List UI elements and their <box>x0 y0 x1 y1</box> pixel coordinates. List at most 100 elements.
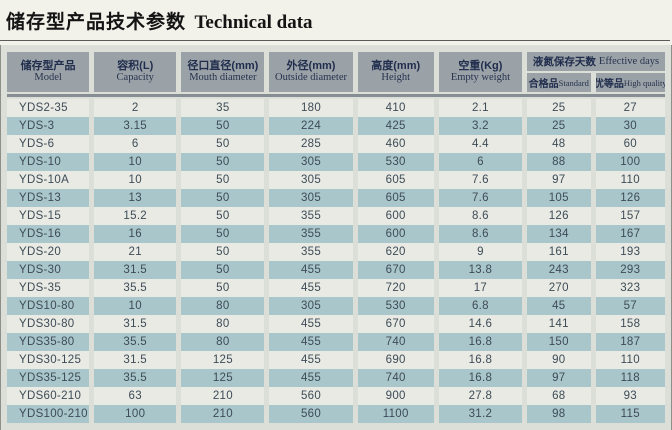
value-cell: 13 <box>94 189 177 207</box>
header-model-en: Model <box>34 72 62 84</box>
value-cell: 323 <box>595 279 665 297</box>
table-body: YDS2-35 2 35 180 410 2.1 25 27 YDS-3 3.15 50 224 425… <box>7 99 665 423</box>
value-cell: 134 <box>526 225 591 243</box>
table-panel: 储存型产品 Model 容积(L) Capacity 径口直径(mm) Mout… <box>0 45 672 430</box>
value-cell: 1100 <box>357 405 434 423</box>
value-cell: 31.2 <box>438 405 522 423</box>
value-cell: 305 <box>269 153 353 171</box>
header-outside-diameter-en: Outside diameter <box>274 72 348 84</box>
model-cell: YDS-3 <box>7 117 90 135</box>
value-cell: 455 <box>269 351 353 369</box>
value-cell: 97 <box>526 171 591 189</box>
model-cell: YDS-6 <box>7 135 90 153</box>
value-cell: 150 <box>526 333 591 351</box>
value-cell: 10 <box>94 153 177 171</box>
value-cell: 560 <box>269 405 353 423</box>
value-cell: 224 <box>269 117 353 135</box>
value-cell: 45 <box>526 297 591 315</box>
model-cell: YDS35-80 <box>7 333 90 351</box>
value-cell: 6.8 <box>438 297 522 315</box>
model-cell: YDS60-210 <box>7 387 90 405</box>
value-cell: 605 <box>357 189 434 207</box>
table-header: 储存型产品 Model 容积(L) Capacity 径口直径(mm) Mout… <box>7 52 665 92</box>
value-cell: 455 <box>269 369 353 387</box>
header-underline <box>7 94 665 97</box>
value-cell: 455 <box>269 333 353 351</box>
header-capacity: 容积(L) Capacity <box>94 52 177 92</box>
header-capacity-en: Capacity <box>116 72 154 84</box>
value-cell: 126 <box>526 207 591 225</box>
value-cell: 10 <box>94 171 177 189</box>
value-cell: 460 <box>357 135 434 153</box>
title-divider <box>0 40 670 41</box>
model-cell: YDS-30 <box>7 261 90 279</box>
value-cell: 7.6 <box>438 171 522 189</box>
value-cell: 100 <box>94 405 177 423</box>
model-cell: YDS-15 <box>7 207 90 225</box>
value-cell: 50 <box>181 261 265 279</box>
value-cell: 13.8 <box>438 261 522 279</box>
value-cell: 10 <box>94 297 177 315</box>
value-cell: 6 <box>94 135 177 153</box>
value-cell: 126 <box>595 189 665 207</box>
value-cell: 60 <box>595 135 665 153</box>
value-cell: 355 <box>269 225 353 243</box>
value-cell: 141 <box>526 315 591 333</box>
value-cell: 118 <box>595 369 665 387</box>
header-height-en: Height <box>381 72 410 84</box>
value-cell: 740 <box>357 369 434 387</box>
value-cell: 305 <box>269 297 353 315</box>
header-outside-diameter-zh: 外径(mm) <box>286 59 336 72</box>
value-cell: 80 <box>181 315 265 333</box>
value-cell: 27 <box>595 99 665 117</box>
value-cell: 15.2 <box>94 207 177 225</box>
model-cell: YDS30-125 <box>7 351 90 369</box>
value-cell: 97 <box>526 369 591 387</box>
value-cell: 560 <box>269 387 353 405</box>
value-cell: 50 <box>181 279 265 297</box>
value-cell: 50 <box>181 189 265 207</box>
model-cell: YDS2-35 <box>7 99 90 117</box>
value-cell: 305 <box>269 189 353 207</box>
value-cell: 4.4 <box>438 135 522 153</box>
value-cell: 115 <box>595 405 665 423</box>
value-cell: 3.2 <box>438 117 522 135</box>
header-empty-weight: 空重(Kg) Empty weight <box>438 52 522 92</box>
header-high-quality-zh: 优等品 <box>595 79 624 90</box>
value-cell: 50 <box>181 117 265 135</box>
value-cell: 31.5 <box>94 261 177 279</box>
value-cell: 180 <box>269 99 353 117</box>
value-cell: 50 <box>181 171 265 189</box>
header-high-quality-en: High quality <box>623 77 665 88</box>
value-cell: 27.8 <box>438 387 522 405</box>
value-cell: 270 <box>526 279 591 297</box>
value-cell: 210 <box>181 405 265 423</box>
value-cell: 125 <box>181 351 265 369</box>
model-cell: YDS35-125 <box>7 369 90 387</box>
value-cell: 157 <box>595 207 665 225</box>
value-cell: 355 <box>269 243 353 261</box>
value-cell: 50 <box>181 153 265 171</box>
value-cell: 600 <box>357 207 434 225</box>
value-cell: 63 <box>94 387 177 405</box>
value-cell: 6 <box>438 153 522 171</box>
value-cell: 530 <box>357 153 434 171</box>
value-cell: 16.8 <box>438 369 522 387</box>
value-cell: 17 <box>438 279 522 297</box>
value-cell: 57 <box>595 297 665 315</box>
model-cell: YDS-35 <box>7 279 90 297</box>
value-cell: 455 <box>269 315 353 333</box>
header-standard-en: Standard <box>558 77 589 88</box>
header-capacity-zh: 容积(L) <box>117 59 154 72</box>
value-cell: 2.1 <box>438 99 522 117</box>
model-cell: YDS10-80 <box>7 297 90 315</box>
value-cell: 30 <box>595 117 665 135</box>
header-mouth-diameter-en: Mouth diameter <box>189 72 257 84</box>
value-cell: 293 <box>595 261 665 279</box>
value-cell: 9 <box>438 243 522 261</box>
value-cell: 243 <box>526 261 591 279</box>
value-cell: 210 <box>181 387 265 405</box>
value-cell: 35.5 <box>94 279 177 297</box>
value-cell: 193 <box>595 243 665 261</box>
page-title: 储存型产品技术参数 Technical data <box>0 0 672 38</box>
